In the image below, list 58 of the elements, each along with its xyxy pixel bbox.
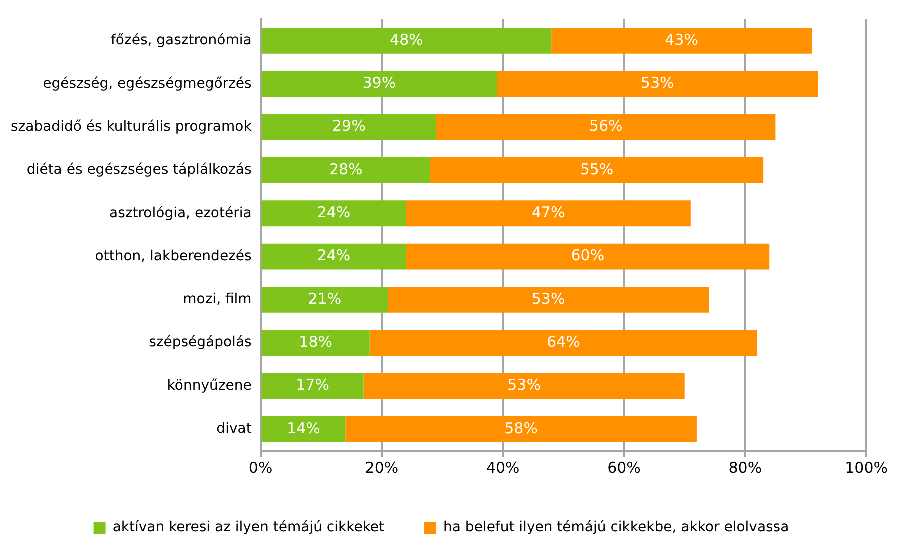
data-label: 28% <box>329 160 363 178</box>
legend-label: ha belefut ilyen témájú cikkekbe, akkor elolvassa <box>444 520 790 536</box>
data-label: 18% <box>299 332 333 351</box>
x-tick-label: 100% <box>845 458 888 477</box>
x-tick-label: 80% <box>728 458 762 477</box>
bar <box>262 28 552 54</box>
bar <box>262 158 430 184</box>
y-tick-label: asztrológia, ezotéria <box>110 205 252 222</box>
bar <box>364 373 685 400</box>
data-label: 48% <box>390 30 424 49</box>
data-label: 14% <box>287 419 320 438</box>
y-tick-label: szépségápolás <box>149 334 252 351</box>
data-label: 58% <box>504 419 538 438</box>
bar <box>406 244 770 270</box>
y-tick-label: otthon, lakberendezés <box>95 248 252 264</box>
bar <box>346 416 697 442</box>
data-label: 43% <box>665 30 698 49</box>
data-label: 53% <box>508 376 541 394</box>
data-label: 60% <box>571 246 605 265</box>
bar <box>436 114 776 140</box>
bar <box>262 71 498 98</box>
y-tick-label: egészség, egészségmegőrzés <box>43 76 252 92</box>
bar <box>262 114 436 140</box>
data-label: 53% <box>640 74 674 92</box>
bar <box>430 158 764 184</box>
bar <box>262 286 388 313</box>
data-label: 17% <box>296 376 330 394</box>
y-tick-label: könnyűzene <box>167 378 252 394</box>
bar <box>406 200 691 227</box>
x-tick-label: 0% <box>248 458 273 477</box>
y-tick-label: főzés, gasztronómia <box>111 32 252 49</box>
y-tick-label: diéta és egészséges táplálkozás <box>26 162 252 178</box>
x-tick-label: 20% <box>365 458 399 477</box>
y-tick-label: divat <box>216 421 252 438</box>
bar <box>497 71 818 98</box>
data-label: 64% <box>547 332 580 351</box>
legend-label: aktívan keresi az ilyen témájú cikkeket <box>112 520 386 536</box>
bar <box>262 244 406 270</box>
bar <box>262 200 406 227</box>
data-label: 55% <box>580 160 614 178</box>
bar <box>552 28 812 54</box>
data-label: 24% <box>317 246 351 265</box>
bar <box>262 330 370 356</box>
y-tick-label: mozi, film <box>183 292 252 308</box>
data-label: 56% <box>589 117 623 136</box>
data-label: 29% <box>332 117 366 136</box>
data-label: 24% <box>317 204 351 222</box>
y-tick-label: szabadidő és kulturális programok <box>10 118 253 135</box>
data-label: 39% <box>362 74 396 92</box>
data-label: 21% <box>308 290 342 308</box>
x-tick-label: 60% <box>608 458 641 477</box>
bar <box>262 416 346 442</box>
data-label: 53% <box>532 290 566 308</box>
bar <box>370 330 758 356</box>
data-label: 47% <box>532 204 566 222</box>
bar <box>388 286 710 313</box>
bar <box>262 373 364 400</box>
x-tick-label: 40% <box>486 458 520 477</box>
